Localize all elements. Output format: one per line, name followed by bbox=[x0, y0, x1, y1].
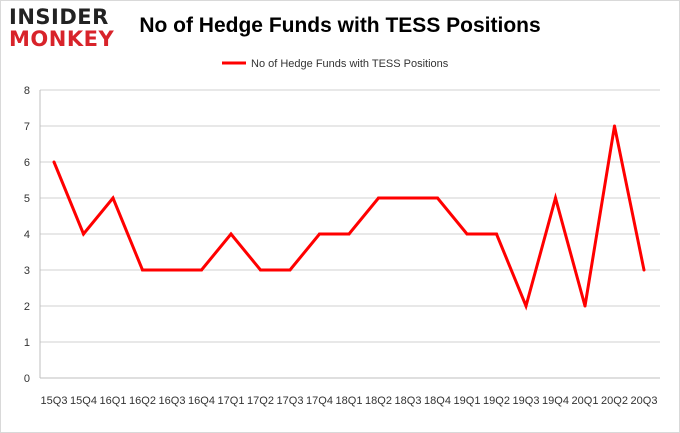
y-tick-label: 3 bbox=[24, 265, 30, 277]
data-point bbox=[554, 196, 557, 200]
x-tick-label: 19Q3 bbox=[513, 395, 540, 407]
x-tick-label: 16Q1 bbox=[100, 395, 127, 407]
legend-label: No of Hedge Funds with TESS Positions bbox=[251, 58, 449, 70]
data-point bbox=[111, 196, 115, 200]
x-tick-label: 20Q1 bbox=[572, 395, 599, 407]
x-tick-label: 16Q3 bbox=[159, 395, 186, 407]
data-point bbox=[613, 124, 616, 128]
y-tick-label: 8 bbox=[24, 85, 30, 97]
data-point bbox=[229, 232, 233, 236]
logo-line-1: INSIDER bbox=[9, 5, 109, 29]
data-point bbox=[141, 268, 144, 272]
x-tick-label: 15Q4 bbox=[70, 395, 97, 407]
y-tick-label: 4 bbox=[24, 229, 30, 241]
data-point bbox=[170, 268, 174, 272]
x-tick-label: 16Q2 bbox=[129, 395, 156, 407]
data-point bbox=[200, 268, 203, 272]
data-point bbox=[318, 232, 321, 236]
data-point bbox=[82, 232, 85, 236]
x-tick-label: 18Q1 bbox=[336, 395, 363, 407]
x-tick-label: 16Q4 bbox=[188, 395, 215, 407]
y-tick-label: 5 bbox=[24, 193, 30, 205]
data-point bbox=[377, 196, 380, 200]
data-point bbox=[495, 232, 498, 236]
x-tick-label: 17Q3 bbox=[277, 395, 304, 407]
y-tick-label: 7 bbox=[24, 121, 30, 133]
data-point bbox=[436, 196, 439, 200]
data-point bbox=[583, 304, 587, 308]
x-tick-label: 19Q4 bbox=[542, 395, 569, 407]
data-point bbox=[347, 232, 351, 236]
y-tick-label: 0 bbox=[24, 373, 30, 385]
data-point bbox=[288, 268, 292, 272]
data-point bbox=[524, 304, 528, 308]
data-point bbox=[259, 268, 262, 272]
y-tick-label: 1 bbox=[24, 337, 30, 349]
series-line bbox=[52, 125, 646, 311]
x-tick-label: 20Q3 bbox=[631, 395, 658, 407]
logo-line-2: MONKEY bbox=[9, 27, 115, 51]
x-tick-label: 19Q2 bbox=[483, 395, 510, 407]
y-tick-label: 2 bbox=[24, 301, 30, 313]
x-tick-label: 18Q2 bbox=[365, 395, 392, 407]
data-point bbox=[52, 160, 56, 164]
x-tick-label: 17Q4 bbox=[306, 395, 333, 407]
x-tick-label: 18Q3 bbox=[395, 395, 422, 407]
x-tick-label: 17Q1 bbox=[218, 395, 245, 407]
x-tick-label: 19Q1 bbox=[454, 395, 481, 407]
insider-monkey-logo: INSIDER MONKEY bbox=[9, 6, 129, 56]
chart-title: No of Hedge Funds with TESS Positions bbox=[139, 14, 541, 37]
y-tick-label: 6 bbox=[24, 157, 30, 169]
x-tick-label: 20Q2 bbox=[601, 395, 628, 407]
x-tick-label: 17Q2 bbox=[247, 395, 274, 407]
x-tick-label: 18Q4 bbox=[424, 395, 451, 407]
x-tick-label: 15Q3 bbox=[41, 395, 68, 407]
data-point bbox=[642, 268, 646, 272]
data-point bbox=[465, 232, 469, 236]
data-point bbox=[406, 196, 410, 200]
